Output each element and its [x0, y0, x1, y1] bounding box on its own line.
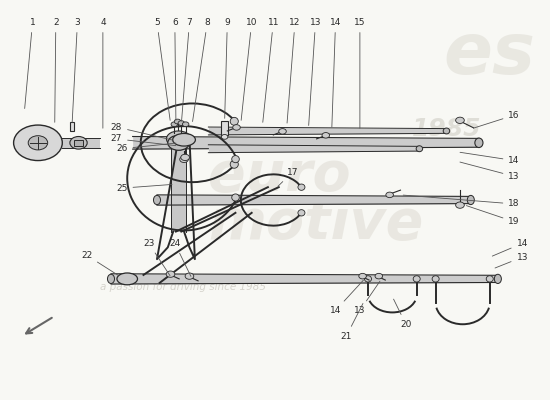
Ellipse shape [232, 194, 239, 201]
FancyBboxPatch shape [221, 121, 228, 135]
Text: 7: 7 [182, 18, 192, 121]
Circle shape [233, 125, 240, 130]
Text: motive: motive [208, 197, 424, 251]
Ellipse shape [416, 146, 422, 152]
Ellipse shape [230, 117, 238, 125]
Circle shape [221, 134, 228, 139]
Text: 9: 9 [224, 18, 230, 118]
Text: 27: 27 [111, 134, 176, 146]
Ellipse shape [230, 160, 238, 168]
Ellipse shape [475, 138, 483, 148]
Text: 20: 20 [394, 299, 411, 329]
FancyBboxPatch shape [70, 122, 74, 131]
Circle shape [28, 136, 48, 150]
Circle shape [178, 121, 185, 126]
Circle shape [171, 122, 178, 127]
Text: 8: 8 [192, 18, 210, 122]
Text: 11: 11 [263, 18, 279, 122]
Text: 13: 13 [460, 162, 520, 181]
Circle shape [180, 156, 188, 162]
Text: 5: 5 [154, 18, 170, 120]
FancyBboxPatch shape [74, 140, 83, 146]
Circle shape [386, 192, 393, 198]
Text: 14: 14 [492, 239, 528, 256]
Circle shape [185, 273, 194, 279]
Text: 1: 1 [25, 18, 35, 108]
Text: 6: 6 [172, 18, 178, 120]
Circle shape [166, 271, 175, 277]
Ellipse shape [432, 276, 439, 282]
Text: 17: 17 [278, 168, 298, 186]
Ellipse shape [173, 134, 195, 146]
Text: 18: 18 [403, 195, 520, 208]
Ellipse shape [443, 128, 450, 134]
Text: 14: 14 [330, 280, 364, 315]
Ellipse shape [232, 156, 239, 163]
Ellipse shape [494, 274, 502, 284]
Text: 28: 28 [111, 122, 173, 140]
Text: 19: 19 [466, 206, 520, 226]
Circle shape [455, 117, 464, 124]
Text: euro: euro [208, 149, 351, 203]
Ellipse shape [486, 276, 493, 282]
Text: 13: 13 [354, 281, 380, 315]
Text: 22: 22 [81, 251, 118, 276]
Ellipse shape [153, 195, 161, 205]
Circle shape [183, 122, 189, 127]
Text: 23: 23 [143, 239, 170, 276]
Text: 16: 16 [474, 111, 520, 128]
Circle shape [455, 202, 464, 208]
Text: 14: 14 [460, 152, 520, 165]
Ellipse shape [298, 210, 305, 216]
Circle shape [322, 132, 329, 138]
Text: 12: 12 [287, 18, 301, 123]
Ellipse shape [117, 273, 138, 285]
Text: 1985: 1985 [412, 117, 481, 141]
Ellipse shape [107, 274, 114, 284]
Text: 10: 10 [241, 18, 257, 120]
Ellipse shape [413, 276, 420, 282]
Text: 25: 25 [116, 184, 172, 193]
Text: 15: 15 [354, 18, 366, 128]
Ellipse shape [298, 184, 305, 190]
Ellipse shape [168, 135, 189, 150]
Ellipse shape [365, 276, 371, 282]
Circle shape [359, 273, 366, 279]
Text: 4: 4 [100, 18, 106, 128]
Text: 26: 26 [116, 143, 176, 153]
Text: 3: 3 [72, 18, 80, 122]
Text: es: es [444, 20, 536, 88]
Circle shape [279, 129, 287, 134]
Text: 13: 13 [495, 253, 528, 268]
Circle shape [70, 136, 87, 149]
Text: 2: 2 [53, 18, 59, 122]
Ellipse shape [167, 131, 191, 147]
Circle shape [174, 119, 181, 124]
Text: 24: 24 [169, 239, 191, 276]
Circle shape [181, 154, 189, 160]
Text: a passion for driving since 1985: a passion for driving since 1985 [100, 282, 266, 292]
Text: 14: 14 [330, 18, 341, 127]
Circle shape [14, 125, 62, 160]
Ellipse shape [468, 195, 474, 205]
Text: 21: 21 [340, 304, 363, 340]
Text: 13: 13 [309, 18, 321, 126]
Circle shape [375, 273, 383, 279]
